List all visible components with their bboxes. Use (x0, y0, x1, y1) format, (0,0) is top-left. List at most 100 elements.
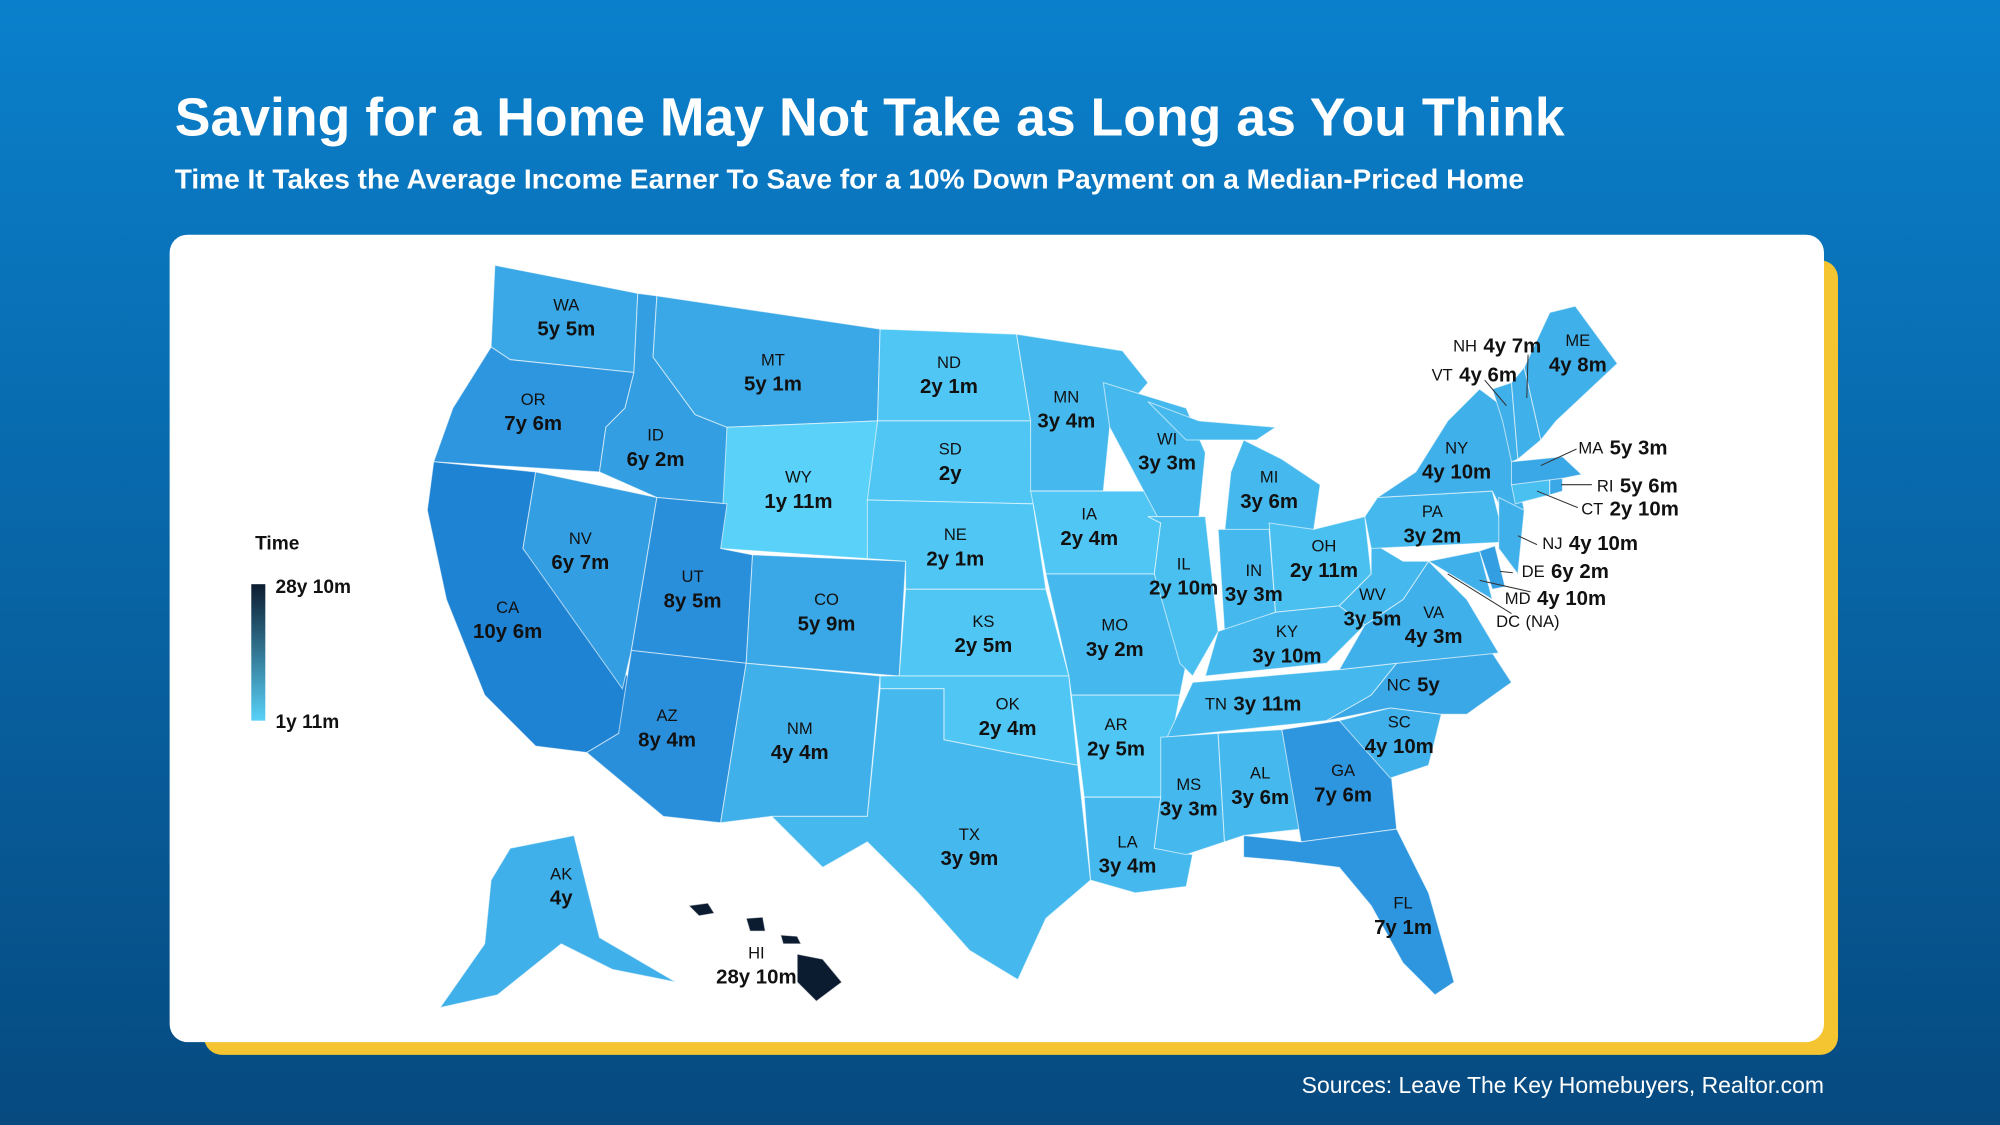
state-shape (438, 834, 677, 1009)
state-shape (1478, 545, 1506, 590)
state-shape (796, 953, 843, 1002)
state-time: 2y 1m (926, 548, 984, 570)
state-time: 5y 9m (798, 613, 856, 635)
state-abbr: LA (1117, 832, 1138, 851)
state-abbr: MI (1260, 468, 1278, 487)
callout-line (1536, 490, 1578, 509)
state-abbr: AK (550, 864, 572, 883)
state-time: 4y 6m (1459, 365, 1517, 387)
state-abbr: MT (761, 350, 785, 369)
state-time: 7y 1m (1374, 917, 1432, 939)
state-shape (1147, 516, 1219, 677)
state-abbr: NE (944, 525, 967, 544)
state-time: 6y 7m (551, 552, 609, 574)
state-time: 5y 5m (537, 319, 595, 341)
state-time: 4y 3m (1405, 626, 1463, 648)
state-abbr: OR (521, 390, 546, 409)
state-shape (1427, 550, 1494, 601)
state-abbr: AL (1250, 764, 1270, 783)
state-time: 4y 10m (1422, 462, 1491, 484)
state-abbr: IA (1081, 505, 1098, 524)
state-shape (1523, 305, 1619, 442)
state-abbr: AR (1105, 715, 1128, 734)
state-shape (1510, 456, 1583, 486)
state-abbr: RI (1597, 477, 1614, 496)
state-shape (877, 328, 1032, 422)
state-shape (1217, 729, 1302, 843)
state-shape (1338, 541, 1430, 626)
state-shape (1147, 401, 1278, 441)
state-time: 5y (1417, 675, 1440, 697)
state-shape (770, 688, 1092, 981)
state-abbr: WI (1157, 429, 1177, 448)
state-abbr: WV (1359, 585, 1386, 604)
states (426, 264, 1619, 1009)
state-abbr: OH (1312, 537, 1337, 556)
state-time: 4y 10m (1569, 533, 1638, 555)
callout-line (1517, 535, 1538, 546)
state-time: 4y 10m (1365, 736, 1434, 758)
state-time: 2y 1m (920, 376, 978, 398)
state-abbr: OK (996, 695, 1020, 714)
state-abbr: CO (814, 590, 839, 609)
state-abbr: MN (1053, 387, 1079, 406)
state-time: 4y (550, 888, 573, 910)
state-time: 1y 11m (764, 491, 832, 513)
state-time: 3y 5m (1344, 608, 1402, 630)
state-abbr: PA (1422, 502, 1444, 521)
state-time: 4y 8m (1549, 354, 1607, 376)
state-abbr: NM (787, 719, 813, 738)
state-shape (745, 916, 766, 932)
state-time: 3y 6m (1240, 491, 1298, 513)
state-abbr: NC (1387, 676, 1411, 695)
state-abbr: TN (1205, 695, 1227, 714)
state-abbr: CT (1581, 500, 1603, 519)
state-abbr: WY (785, 468, 812, 487)
subtitle: Time It Takes the Average Income Earner … (175, 164, 1524, 195)
state-time: 2y 5m (1087, 738, 1145, 760)
state-abbr: GA (1331, 761, 1356, 780)
state-abbr: DC (1496, 612, 1520, 631)
state-time: 6y 2m (627, 449, 685, 471)
state-shape (1015, 333, 1149, 492)
state-time: 3y 9m (940, 848, 998, 870)
state-time: 4y 10m (1537, 588, 1606, 610)
callout-line (1479, 579, 1531, 593)
state-time: 3y 4m (1099, 856, 1157, 878)
state-abbr: UT (682, 567, 704, 586)
state-time: 4y 7m (1483, 335, 1541, 357)
state-time: 3y 6m (1231, 787, 1289, 809)
state-time: 6y 2m (1551, 561, 1609, 583)
state-abbr: MO (1101, 616, 1128, 635)
state-abbr: IN (1246, 561, 1263, 580)
source: Sources: Leave The Key Homebuyers, Realt… (1302, 1072, 1824, 1098)
state-time: 2y 5m (955, 635, 1013, 657)
state-time: 3y 2m (1403, 525, 1461, 547)
legend-title: Time (255, 534, 299, 555)
state-abbr: KS (972, 612, 994, 631)
callout-line (1499, 570, 1513, 574)
state-abbr: WA (553, 295, 580, 314)
state-time: 2y 4m (1060, 528, 1118, 550)
state-abbr: IL (1177, 554, 1191, 573)
state-abbr: FL (1393, 894, 1412, 913)
state-shape (779, 934, 802, 945)
state-time: 7y 6m (1314, 784, 1372, 806)
state-time: 3y 3m (1138, 453, 1196, 475)
state-abbr: SC (1388, 713, 1411, 732)
state-abbr: MA (1578, 438, 1604, 457)
state-time: 3y 3m (1160, 798, 1218, 820)
callout-line (1526, 354, 1529, 398)
state-abbr: NY (1445, 438, 1468, 457)
state-shape (720, 420, 879, 560)
state-shape (1243, 828, 1455, 996)
state-time: 7y 6m (504, 413, 562, 435)
legend-max: 28y 10m (276, 577, 352, 598)
state-abbr: ND (937, 353, 961, 372)
legend-bar (251, 584, 266, 721)
state-abbr: KY (1276, 622, 1298, 641)
state-time: 2y (939, 463, 962, 485)
state-shape (522, 471, 658, 690)
